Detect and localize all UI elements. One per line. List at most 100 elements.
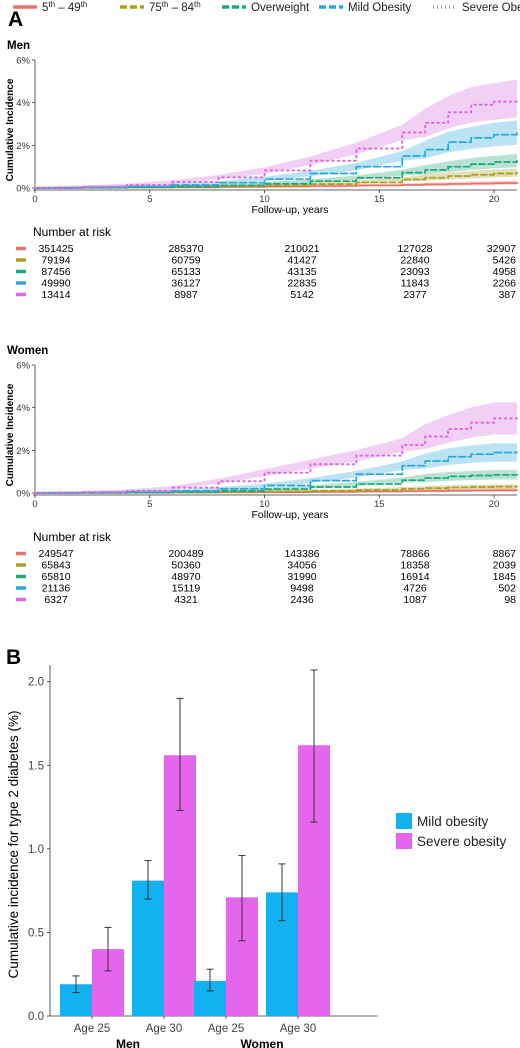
- y-tick-label: 2%: [16, 446, 30, 457]
- x-tick-label: 0: [32, 499, 37, 510]
- risk-cell: 200489: [168, 548, 203, 560]
- risk-cell: 18358: [400, 560, 429, 572]
- y-tick-label: 6%: [16, 56, 30, 67]
- risk-cell: 60759: [171, 255, 200, 267]
- risk-cell: 22835: [287, 278, 316, 290]
- legend-label: 75th – 84th: [149, 0, 201, 14]
- risk-cell: 31990: [287, 571, 316, 583]
- panel-a-label: A: [8, 8, 23, 31]
- risk-cell: 65843: [41, 560, 70, 572]
- risk-cell: 11843: [401, 278, 430, 290]
- risk-cell: 387: [498, 289, 516, 301]
- y-tick-label: 0.0: [28, 1011, 44, 1023]
- x-tick-label: 10: [259, 499, 270, 510]
- legend-label: Mild Obesity: [348, 2, 412, 14]
- risk-cell: 4958: [493, 266, 517, 278]
- top-legend: 5th – 49th 75th – 84th Overweight Mild Obes…: [13, 0, 520, 14]
- x-axis-label: Follow-up, years: [251, 509, 328, 521]
- men-incidence-panel: Men 0% 2% 4% 6% 0 5 10 15 20 Follow-up, years Cumul…: [5, 40, 518, 301]
- y-tick-label: 4%: [16, 98, 30, 109]
- risk-cell: 4726: [403, 583, 427, 595]
- series-confidence-band: [35, 79, 517, 188]
- x-tick-label: 10: [259, 194, 270, 205]
- x-tick-label: 5: [147, 194, 152, 205]
- risk-cell: 9498: [290, 583, 314, 595]
- risk-cell: 16914: [400, 571, 429, 583]
- risk-cell: 79194: [41, 255, 70, 267]
- risk-table-title: Number at risk: [33, 225, 112, 239]
- x-tick-label: Age 25: [208, 1023, 244, 1035]
- y-tick-label: 1.0: [28, 844, 44, 856]
- series-confidence-band: [35, 120, 517, 188]
- risk-cell: 2266: [493, 278, 517, 290]
- x-tick-label: Age 30: [280, 1023, 316, 1035]
- risk-cell: 87456: [41, 266, 70, 278]
- y-tick-label: 6%: [16, 361, 30, 372]
- risk-cell: 210021: [284, 243, 319, 255]
- risk-cell: 2039: [493, 560, 517, 572]
- risk-cell: 1087: [403, 594, 427, 606]
- y-axis-label: Cumulative Incidence: [5, 383, 16, 486]
- y-tick-label: 0%: [16, 489, 30, 500]
- women-incidence-panel: Women 0% 2% 4% 6% 0 5 10 15 20 Follow-up, years Cum…: [5, 345, 518, 606]
- x-tick-label: 15: [374, 499, 385, 510]
- panel-title: Men: [7, 40, 30, 52]
- risk-cell: 48970: [171, 571, 200, 583]
- risk-cell: 34056: [287, 560, 316, 572]
- legend-swatch: [396, 833, 412, 849]
- risk-table-title: Number at risk: [33, 530, 112, 544]
- risk-cell: 15119: [172, 583, 201, 595]
- risk-cell: 13414: [41, 289, 70, 301]
- risk-cell: 2377: [403, 289, 427, 301]
- y-tick-label: 1.5: [28, 760, 44, 772]
- risk-cell: 23093: [400, 266, 429, 278]
- panel-b-label: B: [6, 646, 21, 669]
- risk-cell: 5426: [493, 255, 517, 267]
- risk-cell: 65133: [171, 266, 200, 278]
- risk-cell: 1845: [493, 571, 517, 583]
- risk-cell: 285370: [168, 243, 203, 255]
- legend-label: Severe obesity: [417, 834, 507, 849]
- series-confidence-band: [35, 154, 517, 188]
- risk-cell: 65810: [41, 571, 70, 583]
- risk-cell: 2436: [290, 594, 314, 606]
- risk-cell: 32907: [487, 243, 516, 255]
- bar: [132, 880, 164, 1016]
- risk-cell: 21136: [42, 583, 71, 595]
- legend-label: Mild obesity: [417, 814, 489, 829]
- y-tick-label: 0.5: [28, 927, 44, 939]
- risk-cell: 22840: [400, 255, 429, 267]
- x-tick-label: Age 25: [74, 1023, 110, 1035]
- risk-cell: 6327: [44, 594, 68, 606]
- risk-cell: 78866: [400, 548, 429, 560]
- legend-label: Overweight: [251, 2, 310, 14]
- series-line: [34, 131, 518, 189]
- risk-cell: 4321: [174, 594, 198, 606]
- risk-cell: 249547: [38, 548, 73, 560]
- series-line: [34, 159, 518, 189]
- risk-cell: 98: [504, 594, 516, 606]
- series-line: [34, 417, 518, 494]
- x-tick-label: 20: [489, 194, 500, 205]
- risk-cell: 143386: [284, 548, 319, 560]
- risk-cell: 43135: [287, 266, 316, 278]
- bar-chart-panel: 0.0 0.5 1.0 1.5 2.0 Cumulative incidence for …: [6, 665, 507, 1048]
- x-tick-label: 0: [32, 194, 37, 205]
- group-label: Men: [116, 1037, 140, 1048]
- legend-label: 5th – 49th: [42, 0, 87, 14]
- series-confidence-band: [35, 402, 517, 493]
- group-label: Women: [240, 1037, 283, 1048]
- y-axis-label: Cumulative Incidence: [5, 78, 16, 181]
- risk-cell: 502: [498, 583, 516, 595]
- x-axis-label: Follow-up, years: [251, 204, 328, 216]
- x-tick-label: 5: [147, 499, 152, 510]
- risk-cell: 49990: [41, 278, 70, 290]
- y-tick-label: 4%: [16, 403, 30, 414]
- risk-cell: 50360: [171, 560, 200, 572]
- series-line: [34, 451, 518, 494]
- risk-cell: 351425: [38, 243, 73, 255]
- x-tick-label: Age 30: [146, 1023, 182, 1035]
- risk-cell: 8867: [493, 548, 517, 560]
- y-axis-label: Cumulative incidence for type 2 diabetes…: [6, 711, 21, 979]
